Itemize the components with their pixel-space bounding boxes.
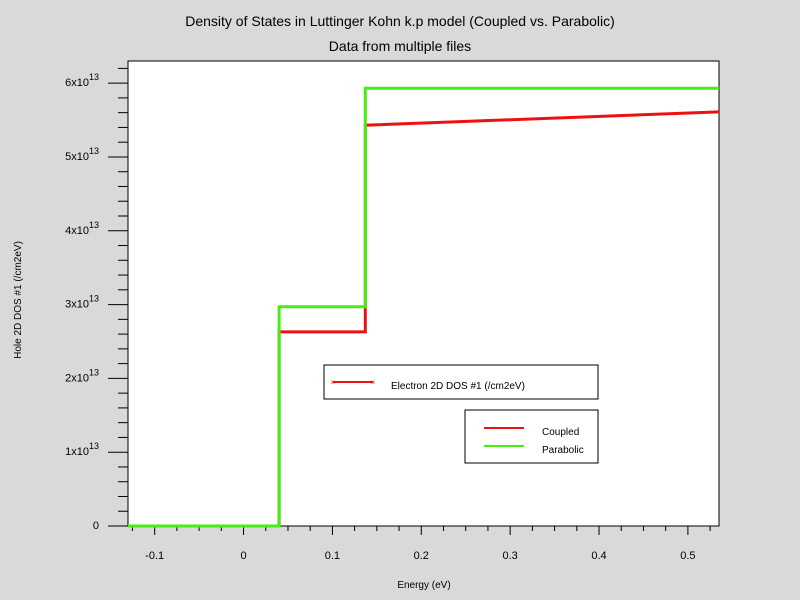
- chart-subtitle: Data from multiple files: [329, 38, 471, 54]
- y-tick-label-base: 3x10: [65, 299, 89, 311]
- y-tick-label-exponent: 13: [89, 294, 99, 304]
- chart-title: Density of States in Luttinger Kohn k.p …: [185, 13, 615, 29]
- y-tick-label-exponent: 13: [89, 72, 99, 82]
- x-tick-label: 0.2: [414, 550, 429, 562]
- x-axis: -0.1 0 0.1 0.2 0.3 0.4 0.5: [131, 526, 711, 562]
- y-tick-label-exponent: 13: [89, 146, 99, 156]
- series-lines: [128, 86, 720, 528]
- y-tick-label: 1x1013: [65, 441, 99, 458]
- y-tick-label-base: 2x10: [65, 372, 89, 384]
- legend: Coupled Parabolic: [464, 409, 599, 464]
- legend-label-parabolic: Parabolic: [542, 445, 584, 456]
- y-tick-label: 0: [93, 520, 99, 532]
- legend-header-marker-left: ×: [331, 378, 336, 387]
- y-tick-label: 3x1013: [65, 294, 99, 311]
- y-tick-label: 5x1013: [65, 146, 99, 163]
- x-tick-label: 0.3: [503, 550, 518, 562]
- plot-area: [127, 60, 720, 527]
- legend-label-coupled: Coupled: [542, 427, 579, 438]
- x-tick-label: -0.1: [145, 550, 164, 562]
- x-tick-label: 0.5: [680, 550, 695, 562]
- x-tick-label: 0.4: [591, 550, 606, 562]
- y-tick-label: 4x1013: [65, 220, 99, 237]
- y-tick-label-base: 5x10: [65, 151, 89, 163]
- y-tick-label-base: 0: [93, 520, 99, 532]
- y-tick-label-base: 1x10: [65, 446, 89, 458]
- x-axis-label: Energy (eV): [397, 580, 450, 591]
- y-tick-label: 2x1013: [65, 367, 99, 384]
- x-tick-label: 0.1: [325, 550, 340, 562]
- y-tick-label-base: 6x10: [65, 77, 89, 89]
- legend-header-label: Electron 2D DOS #1 (/cm2eV): [391, 381, 525, 392]
- y-tick-label-exponent: 13: [89, 367, 99, 377]
- y-tick-label-exponent: 13: [89, 441, 99, 451]
- x-tick-label: 0: [240, 550, 246, 562]
- legend-header-box: × × Electron 2D DOS #1 (/cm2eV): [323, 364, 599, 400]
- y-tick-label-exponent: 13: [89, 220, 99, 230]
- y-tick-label: 6x1013: [65, 72, 99, 89]
- y-axis-label: Hole 2D DOS #1 (/cm2eV): [13, 241, 24, 359]
- series-line-parabolic: [128, 86, 719, 528]
- legend-header-marker-right: ×: [371, 378, 376, 387]
- y-tick-label-base: 4x10: [65, 225, 89, 237]
